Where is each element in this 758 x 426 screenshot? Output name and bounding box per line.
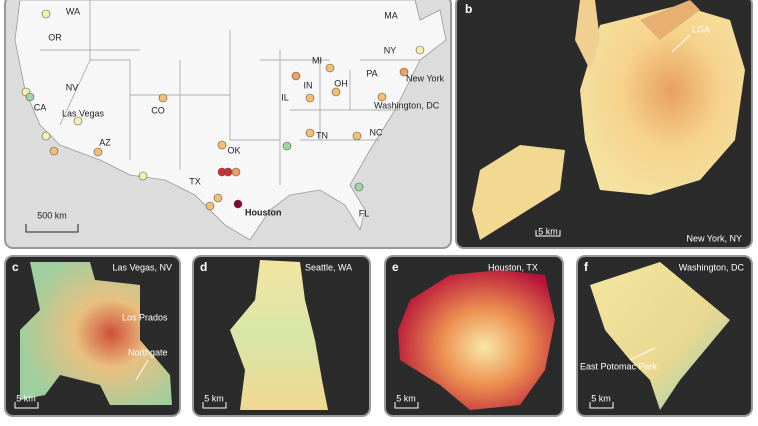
panel-a: WA OR CA NV AZ CO TX OK IL IN MI OH PA N… bbox=[4, 0, 452, 249]
annotation-line bbox=[671, 34, 691, 53]
scale-label: 500 km bbox=[37, 210, 67, 220]
state-label: FL bbox=[359, 208, 370, 218]
panel-e: e Houston, TX 5 km bbox=[384, 255, 564, 417]
city-label: New York bbox=[406, 73, 445, 83]
state-label: IL bbox=[281, 92, 289, 102]
state-label: OH bbox=[334, 78, 348, 88]
panel-title: Seattle, WA bbox=[305, 262, 352, 272]
state-label: OR bbox=[48, 32, 62, 42]
state-label: MA bbox=[384, 10, 398, 20]
scale-bar bbox=[589, 402, 614, 409]
annotation: LGA bbox=[692, 24, 710, 34]
scale-label: 5 km bbox=[538, 226, 558, 236]
scale-bar bbox=[14, 402, 39, 409]
state-label: NY bbox=[384, 45, 397, 55]
panel-c: c Las Vegas, NV Los Prados Northgate 5 k… bbox=[4, 255, 181, 417]
annotation-line bbox=[135, 359, 149, 381]
annotation-line bbox=[629, 347, 656, 361]
queens-brooklyn bbox=[580, 5, 745, 195]
site-markers bbox=[21, 9, 425, 211]
annotation: Los Prados bbox=[122, 312, 168, 322]
panel-title: Las Vegas, NV bbox=[112, 262, 172, 272]
city-area bbox=[20, 262, 172, 405]
state-label: PA bbox=[366, 68, 377, 78]
panel-letter: d bbox=[200, 260, 207, 274]
state-borders bbox=[40, 0, 420, 185]
panel-title: Houston, TX bbox=[488, 262, 538, 272]
panel-letter: b bbox=[465, 2, 472, 16]
state-label: MI bbox=[312, 55, 322, 65]
state-label: AZ bbox=[99, 137, 111, 147]
state-label: TN bbox=[316, 130, 328, 140]
scale-bar bbox=[535, 230, 561, 237]
panel-d: d Seattle, WA 5 km bbox=[192, 255, 371, 417]
scale-label: 5 km bbox=[204, 393, 224, 403]
scale-label: 5 km bbox=[396, 393, 416, 403]
scale-label: 5 km bbox=[591, 393, 611, 403]
state-label: TX bbox=[189, 176, 201, 186]
panel-letter: f bbox=[584, 260, 589, 274]
state-label: WA bbox=[66, 6, 80, 16]
panel-letter: e bbox=[392, 260, 399, 274]
state-label: OK bbox=[227, 145, 240, 155]
panel-f: f Washington, DC East Potomac Park 5 km bbox=[576, 255, 753, 417]
state-label: NV bbox=[66, 82, 79, 92]
annotation: Northgate bbox=[128, 347, 168, 357]
panel-b: b LGA 5 km New York, NY bbox=[455, 0, 753, 249]
state-label: IN bbox=[304, 80, 313, 90]
staten-island bbox=[472, 145, 565, 240]
scale-bar bbox=[25, 224, 79, 233]
city-label: Washington, DC bbox=[374, 100, 440, 110]
city-label: Houston bbox=[245, 207, 282, 217]
state-label: NC bbox=[370, 127, 383, 137]
city-area bbox=[590, 262, 730, 410]
annotation: East Potomac Park bbox=[580, 361, 658, 371]
scale-bar bbox=[202, 402, 227, 409]
panel-title: Washington, DC bbox=[679, 262, 745, 272]
scale-bar bbox=[394, 402, 419, 409]
scale-label: 5 km bbox=[16, 393, 36, 403]
city-area bbox=[230, 260, 328, 410]
state-label: CO bbox=[151, 105, 165, 115]
panel-title: New York, NY bbox=[686, 233, 742, 243]
city-label: Las Vegas bbox=[62, 108, 105, 118]
city-area bbox=[398, 270, 555, 410]
panel-letter: c bbox=[12, 260, 19, 274]
state-label: CA bbox=[34, 102, 47, 112]
